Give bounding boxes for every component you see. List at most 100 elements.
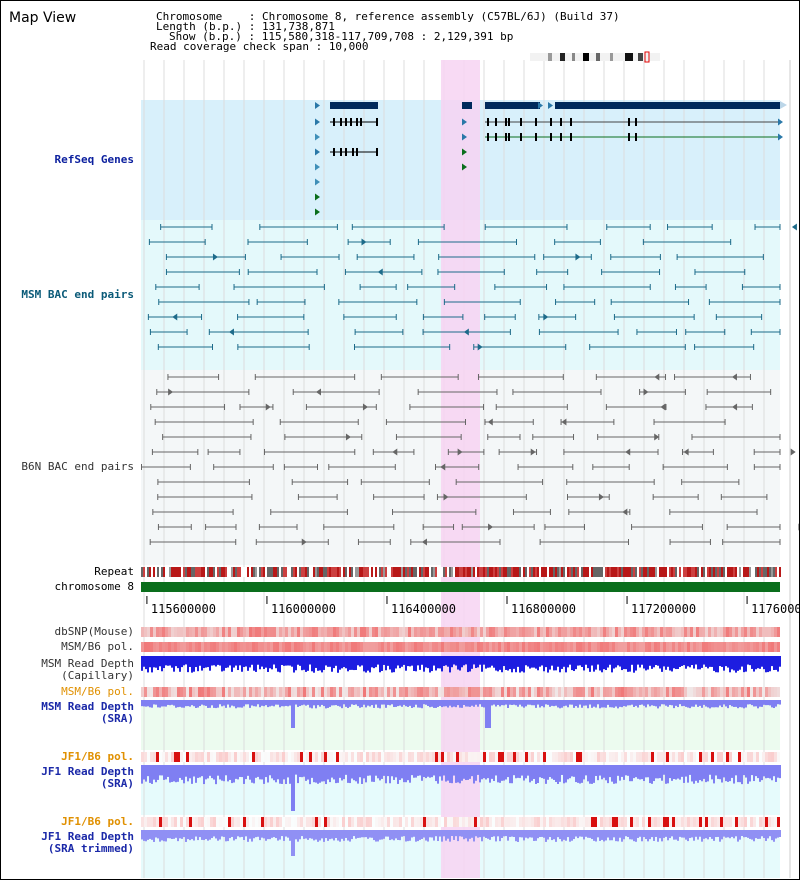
- jf1-sra-depth-bar: [667, 765, 669, 784]
- jf1-pol-heat: [666, 752, 669, 762]
- msm-pol2-heat: [681, 687, 684, 697]
- msm-cap-depth-bar: [273, 656, 275, 665]
- jf1-sra-depth-bar: [157, 765, 159, 780]
- msm-pol2-heat: [393, 687, 396, 697]
- repeat-mark: [597, 567, 599, 577]
- track-label-jf1-pol-1[interactable]: JF1/B6 pol.: [61, 750, 134, 763]
- repeat-mark: [267, 567, 269, 577]
- repeat-mark: [433, 567, 435, 577]
- track-label-b6n-bac[interactable]: B6N BAC end pairs: [21, 460, 134, 473]
- msm-pol2-heat: [372, 687, 375, 697]
- msm-pol2-heat: [381, 687, 384, 697]
- jf1-pol2-heat: [765, 817, 768, 827]
- msm-pol-heat: [273, 642, 276, 652]
- jf1-pol2-heat: [366, 817, 369, 827]
- jf1-pol2-heat: [441, 817, 444, 827]
- jf1-trim-depth-bar: [627, 830, 629, 837]
- gene-strand-icon: [315, 178, 320, 186]
- jf1-pol-heat: [618, 752, 621, 762]
- msm-pol-heat: [354, 642, 357, 652]
- track-label-repeat[interactable]: Repeat: [94, 565, 134, 578]
- jf1-trim-depth-bar: [493, 830, 495, 837]
- jf1-pol-heat: [162, 752, 165, 762]
- jf1-sra-depth-bar: [505, 765, 507, 780]
- dbsnp-heat: [456, 627, 459, 637]
- jf1-sra-depth-bar: [703, 765, 705, 779]
- jf1-sra-depth-bar: [275, 765, 277, 783]
- track-label-refseq[interactable]: RefSeq Genes: [54, 153, 134, 166]
- jf1-trim-depth-bar: [635, 830, 637, 842]
- msm-sra-depth-bar: [527, 700, 529, 705]
- msm-pol2-heat: [753, 687, 756, 697]
- jf1-trim-depth-bar: [351, 830, 353, 840]
- dbsnp-heat: [264, 627, 267, 637]
- msm-cap-depth-bar: [245, 656, 247, 667]
- msm-pol-heat: [450, 642, 453, 652]
- jf1-sra-depth-bar: [511, 765, 513, 784]
- track-label-jf1-depth-trim[interactable]: JF1 Read Depth (SRA trimmed): [41, 830, 134, 855]
- jf1-pol2-heat: [474, 817, 477, 827]
- jf1-trim-depth-bar: [549, 830, 551, 838]
- track-label-msm-bac[interactable]: MSM BAC end pairs: [21, 288, 134, 301]
- gene-exon: [495, 118, 497, 126]
- jf1-pol-heat: [297, 752, 300, 762]
- msm-cap-depth-bar: [617, 656, 619, 666]
- msm-sra-depth-bar: [351, 700, 353, 705]
- jf1-trim-depth-bar: [661, 830, 663, 842]
- msm-cap-depth-bar: [293, 656, 295, 673]
- repeat-mark: [555, 567, 557, 577]
- msm-pol2-heat: [744, 687, 747, 697]
- jf1-pol-heat: [375, 752, 378, 762]
- jf1-trim-depth-bar: [765, 830, 767, 841]
- jf1-pol-heat: [417, 752, 420, 762]
- jf1-pol-heat: [288, 752, 291, 762]
- gene-strand-icon: [315, 208, 320, 216]
- msm-cap-depth-bar: [203, 656, 205, 669]
- gene-exon: [352, 148, 354, 156]
- dbsnp-heat: [519, 627, 522, 637]
- repeat-mark: [175, 567, 177, 577]
- jf1-pol-heat: [561, 752, 564, 762]
- repeat-mark: [421, 567, 423, 577]
- msm-cap-depth-bar: [511, 656, 513, 673]
- repeat-mark: [341, 567, 343, 577]
- jf1-sra-depth-bar: [361, 765, 363, 784]
- track-label-jf1-pol-2[interactable]: JF1/B6 pol.: [61, 815, 134, 828]
- msm-pol-heat: [438, 642, 441, 652]
- jf1-pol-heat: [327, 752, 330, 762]
- dbsnp-heat: [657, 627, 660, 637]
- track-label-msm-depth-cap[interactable]: MSM Read Depth (Capillary): [41, 657, 134, 682]
- msm-cap-depth-bar: [587, 656, 589, 669]
- jf1-sra-depth-bar: [415, 765, 417, 778]
- repeat-mark: [217, 567, 219, 577]
- track-label-jf1-depth-sra[interactable]: JF1 Read Depth (SRA): [41, 765, 134, 790]
- msm-sra-depth-bar: [265, 700, 267, 706]
- track-label-chromosome[interactable]: chromosome 8: [54, 580, 134, 593]
- jf1-trim-depth-bar: [591, 830, 593, 840]
- jf1-sra-depth-bar: [623, 765, 625, 780]
- jf1-sra-depth-bar: [291, 765, 293, 811]
- repeat-mark: [329, 567, 331, 577]
- repeat-mark: [213, 567, 215, 577]
- jf1-pol-heat: [303, 752, 306, 762]
- jf1-trim-depth-bar: [323, 830, 325, 842]
- repeat-mark: [719, 567, 721, 577]
- msm-sra-depth-bar: [279, 700, 281, 708]
- jf1-trim-depth-bar: [155, 830, 157, 838]
- repeat-mark: [363, 567, 365, 577]
- msm-cap-depth-bar: [545, 656, 547, 668]
- track-label-msm-depth-sra[interactable]: MSM Read Depth (SRA): [41, 700, 134, 725]
- msm-pol-heat: [753, 642, 756, 652]
- gene-exon: [340, 118, 342, 126]
- jf1-sra-depth-bar: [351, 765, 353, 779]
- track-label-dbsnp[interactable]: dbSNP(Mouse): [54, 625, 134, 638]
- msm-cap-depth-bar: [725, 656, 727, 667]
- msm-pol-heat: [141, 642, 144, 652]
- track-label-msm-pol-1[interactable]: MSM/B6 pol.: [61, 640, 134, 653]
- track-label-msm-pol-2[interactable]: MSM/B6 pol.: [61, 685, 134, 698]
- msm-cap-depth-bar: [739, 656, 741, 670]
- msm-pol-heat: [582, 642, 585, 652]
- repeat-mark: [737, 567, 739, 577]
- dbsnp-heat: [210, 627, 213, 637]
